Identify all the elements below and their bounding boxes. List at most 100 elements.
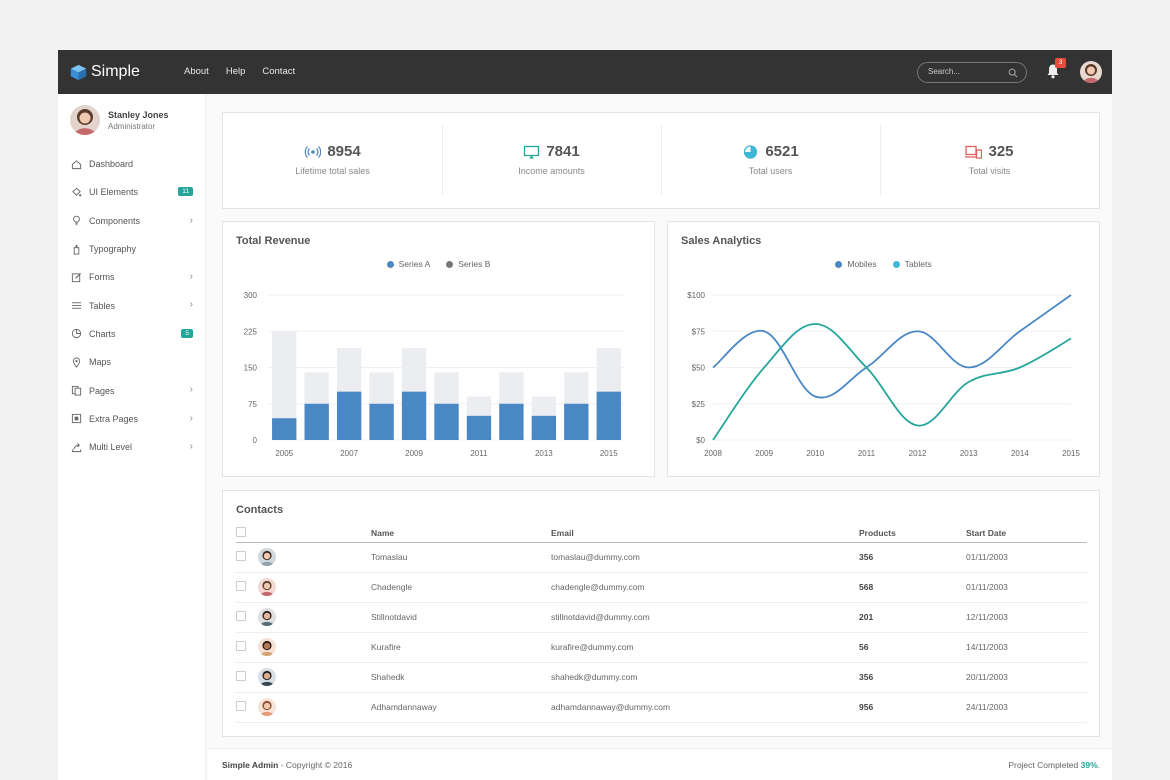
table-row[interactable]: Adhamdannaway adhamdannaway@dummy.com 956 2…: [236, 692, 1087, 723]
avatar-image: [258, 668, 276, 686]
profile-name: Stanley Jones: [108, 109, 169, 120]
table-row[interactable]: Shahedk shahedk@dummy.com 356 20/11/2003: [236, 662, 1087, 693]
search-box: [917, 62, 1027, 83]
sidebar-item-label: Dashboard: [89, 159, 134, 170]
sidebar-item-label: Extra Pages: [89, 413, 139, 424]
sidebar-menu: Dashboard UI Elements 11 Components › Typogra…: [58, 150, 206, 461]
footer-brand: Simple Admin: [222, 760, 279, 770]
x-tick-label: 2005: [275, 449, 293, 458]
bar-series-a: [531, 415, 557, 440]
list-icon: [71, 302, 82, 309]
sidebar-item-charts[interactable]: Charts 5: [58, 320, 206, 348]
select-all-checkbox[interactable]: [236, 526, 246, 537]
sidebar-item-forms[interactable]: Forms ›: [58, 263, 206, 291]
legend-item[interactable]: Mobiles: [835, 259, 877, 269]
y-tick-label: 150: [244, 364, 258, 373]
profile-avatar[interactable]: [70, 105, 100, 135]
home-icon: [71, 159, 82, 169]
column-products[interactable]: Products: [859, 524, 966, 543]
y-tick-label: $75: [692, 327, 706, 336]
sales-chart: $0 $25 $50 $75 $100 2008 2009 2010 2011 2012 2013 2…: [687, 291, 1080, 458]
sidebar-item-label: Charts: [89, 328, 116, 339]
legend-label: Tablets: [904, 259, 932, 269]
legend-dot: [446, 261, 454, 268]
nav-contact[interactable]: Contact: [262, 66, 296, 77]
cell-start-date: 24/11/2003: [966, 692, 1087, 723]
sidebar-item-label: UI Elements: [89, 187, 139, 198]
stat-header: 8954: [223, 143, 442, 160]
cell-email[interactable]: stillnotdavid@dummy.com: [551, 602, 859, 633]
topbar: Simple About Help Contact 3: [58, 50, 1112, 94]
cell-email[interactable]: shahedk@dummy.com: [551, 662, 859, 693]
bar-series-a: [564, 403, 589, 440]
cell-email[interactable]: tomaslau@dummy.com: [551, 542, 859, 573]
sidebar-item-label: Tables: [89, 300, 116, 311]
user-avatar[interactable]: [1080, 61, 1102, 83]
stat-label: Total visits: [968, 166, 1011, 176]
cell-email[interactable]: chadengle@dummy.com: [551, 572, 859, 603]
cell-start-date: 14/11/2003: [966, 632, 1087, 663]
nav-help[interactable]: Help: [225, 66, 246, 77]
cell-email[interactable]: adhamdannaway@dummy.com: [551, 692, 859, 723]
table-row[interactable]: Kurafire kurafire@dummy.com 56 14/11/2003: [236, 632, 1087, 663]
avatar: [258, 608, 276, 626]
search-icon[interactable]: [1008, 68, 1018, 78]
table-row[interactable]: Tomaslau tomaslau@dummy.com 356 01/11/2003: [236, 542, 1087, 573]
table-row[interactable]: Chadengle chadengle@dummy.com 568 01/11/200…: [236, 572, 1087, 603]
sidebar-item-maps[interactable]: Maps: [58, 348, 206, 376]
legend-item[interactable]: Series B: [446, 259, 490, 269]
row-select-cell: [236, 692, 258, 723]
avatar: [258, 698, 276, 716]
legend-item[interactable]: Series A: [386, 259, 430, 269]
column-name[interactable]: Name: [371, 524, 551, 543]
cell-start-date: 01/11/2003: [966, 572, 1087, 603]
row-select-cell: [236, 662, 258, 693]
map-pin-icon: [72, 357, 81, 368]
sidebar-item-label: Multi Level: [89, 442, 133, 453]
share-icon: [71, 442, 82, 452]
cell-products: 56: [859, 632, 966, 663]
contacts-title: Contacts: [236, 504, 284, 516]
sidebar-item-dashboard[interactable]: Dashboard: [58, 150, 206, 178]
sidebar-item-components[interactable]: Components ›: [58, 207, 206, 235]
sidebar-item-pages[interactable]: Pages ›: [58, 376, 206, 404]
avatar-image: [1080, 61, 1102, 83]
nav-about[interactable]: About: [184, 66, 209, 77]
cell-start-date: 12/11/2003: [966, 602, 1087, 633]
stat-value: 325: [988, 143, 1014, 160]
row-checkbox[interactable]: [236, 551, 246, 561]
footer-copyright-text: - Copyright © 2016: [278, 760, 353, 770]
stat-value: 6521: [765, 143, 799, 160]
row-checkbox[interactable]: [236, 701, 246, 711]
sidebar-item-extra-pages[interactable]: Extra Pages ›: [58, 405, 206, 433]
sidebar-item-typography[interactable]: Typography: [58, 235, 206, 263]
legend-label: Series B: [458, 259, 491, 269]
row-checkbox[interactable]: [236, 581, 246, 591]
row-checkbox[interactable]: [236, 611, 246, 621]
cell-products: 568: [859, 572, 966, 603]
row-checkbox[interactable]: [236, 671, 246, 681]
column-email[interactable]: Email: [551, 524, 859, 543]
sidebar-item-multi-level[interactable]: Multi Level ›: [58, 433, 206, 461]
sidebar-item-ui-elements[interactable]: UI Elements 11: [58, 178, 206, 206]
table-row[interactable]: Stillnotdavid stillnotdavid@dummy.com 201 1…: [236, 602, 1087, 633]
revenue-chart: 0 75 150 225 300 2015 2013 2011 2009 2007 2005: [244, 291, 625, 458]
bar-series-a: [434, 403, 459, 440]
x-tick-label: 2012: [909, 449, 927, 458]
cell-email[interactable]: kurafire@dummy.com: [551, 632, 859, 663]
x-tick-label: 2013: [960, 449, 978, 458]
brand-logo[interactable]: Simple: [70, 63, 140, 81]
x-tick-label: 2008: [704, 449, 722, 458]
progress-value: 39%: [1080, 760, 1098, 770]
legend-item[interactable]: Tablets: [892, 259, 932, 269]
x-tick-label: 2007: [340, 449, 358, 458]
row-select-cell: [236, 632, 258, 663]
sidebar-item-badge: 11: [178, 187, 193, 197]
search-input[interactable]: [928, 67, 1008, 76]
stats-panel: 8954 Lifetime total sales 7841 Income amoun…: [222, 112, 1100, 209]
sidebar-item-tables[interactable]: Tables ›: [58, 291, 206, 319]
sidebar-item-badge: 5: [181, 328, 193, 338]
sales-legend: Mobiles Tablets: [668, 259, 1099, 269]
row-checkbox[interactable]: [236, 641, 246, 651]
column-start-date[interactable]: Start Date: [966, 524, 1087, 543]
